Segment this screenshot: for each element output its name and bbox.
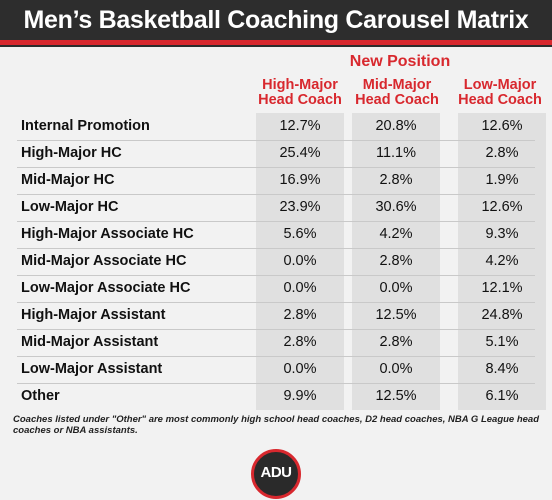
column-header-3: Low-Major Head Coach xyxy=(445,78,552,108)
column-header-line1: High-Major xyxy=(262,77,338,93)
table-cell: 12.7% xyxy=(279,118,321,134)
row-divider xyxy=(17,383,535,384)
table-cell: 11.1% xyxy=(375,145,417,161)
row-divider xyxy=(17,248,535,249)
column-background-3 xyxy=(458,113,546,410)
table-cell: 2.8% xyxy=(379,172,413,188)
table-cell: 8.4% xyxy=(485,361,519,377)
column-header-line2: Head Coach xyxy=(458,92,542,108)
row-divider xyxy=(17,356,535,357)
row-label: Low-Major HC xyxy=(21,199,119,215)
row-divider xyxy=(17,167,535,168)
column-header-line2: Head Coach xyxy=(355,92,439,108)
table-cell: 12.5% xyxy=(375,388,417,404)
footnote: Coaches listed under "Other" are most co… xyxy=(13,414,540,436)
table-cell: 20.8% xyxy=(375,118,417,134)
row-label: High-Major Associate HC xyxy=(21,226,194,242)
table-cell: 2.8% xyxy=(283,307,317,323)
table-cell: 9.3% xyxy=(485,226,519,242)
column-header-line1: Low-Major xyxy=(463,77,537,93)
table-cell: 30.6% xyxy=(375,199,417,215)
table-cell: 4.2% xyxy=(379,226,413,242)
row-label: Internal Promotion xyxy=(21,118,150,134)
table-cell: 24.8% xyxy=(481,307,523,323)
row-label: Mid-Major Assistant xyxy=(21,334,159,350)
table-cell: 1.9% xyxy=(485,172,519,188)
table-cell: 0.0% xyxy=(283,361,317,377)
column-header-2: Mid-Major Head Coach xyxy=(342,78,452,108)
row-label: Mid-Major Associate HC xyxy=(21,253,187,269)
row-label: High-Major HC xyxy=(21,145,122,161)
table-cell: 5.1% xyxy=(485,334,519,350)
adu-logo: ADU xyxy=(251,449,301,499)
table-cell: 2.8% xyxy=(283,334,317,350)
table-cell: 2.8% xyxy=(379,334,413,350)
column-background-2 xyxy=(352,113,440,410)
row-divider xyxy=(17,221,535,222)
table-cell: 12.6% xyxy=(481,118,523,134)
column-header-line2: Head Coach xyxy=(258,92,342,108)
table-cell: 5.6% xyxy=(283,226,317,242)
table-cell: 16.9% xyxy=(279,172,321,188)
row-divider xyxy=(17,275,535,276)
table-cell: 0.0% xyxy=(379,361,413,377)
column-header-line1: Mid-Major xyxy=(362,77,432,93)
row-label: Low-Major Associate HC xyxy=(21,280,191,296)
column-group-label: New Position xyxy=(349,53,451,70)
table-cell: 0.0% xyxy=(379,280,413,296)
table-cell: 9.9% xyxy=(283,388,317,404)
page-title: Men’s Basketball Coaching Carousel Matri… xyxy=(23,6,529,34)
table-cell: 12.1% xyxy=(481,280,523,296)
table-cell: 4.2% xyxy=(485,253,519,269)
header-accent-stripe xyxy=(0,40,552,45)
table-cell: 12.6% xyxy=(481,199,523,215)
logo-text: ADU xyxy=(260,464,293,481)
table-cell: 0.0% xyxy=(283,253,317,269)
row-label: Mid-Major HC xyxy=(21,172,115,188)
row-label: High-Major Assistant xyxy=(21,307,166,323)
row-divider xyxy=(17,194,535,195)
table-cell: 0.0% xyxy=(283,280,317,296)
row-divider xyxy=(17,140,535,141)
table-cell: 2.8% xyxy=(485,145,519,161)
table-cell: 2.8% xyxy=(379,253,413,269)
column-background-1 xyxy=(256,113,344,410)
table-cell: 25.4% xyxy=(279,145,321,161)
table-cell: 23.9% xyxy=(279,199,321,215)
table-cell: 6.1% xyxy=(485,388,519,404)
row-label: Other xyxy=(21,388,60,404)
column-header-1: High-Major Head Coach xyxy=(245,78,355,108)
header-bar: Men’s Basketball Coaching Carousel Matri… xyxy=(0,0,552,47)
row-divider xyxy=(17,302,535,303)
row-label: Low-Major Assistant xyxy=(21,361,163,377)
table-cell: 12.5% xyxy=(375,307,417,323)
row-divider xyxy=(17,329,535,330)
